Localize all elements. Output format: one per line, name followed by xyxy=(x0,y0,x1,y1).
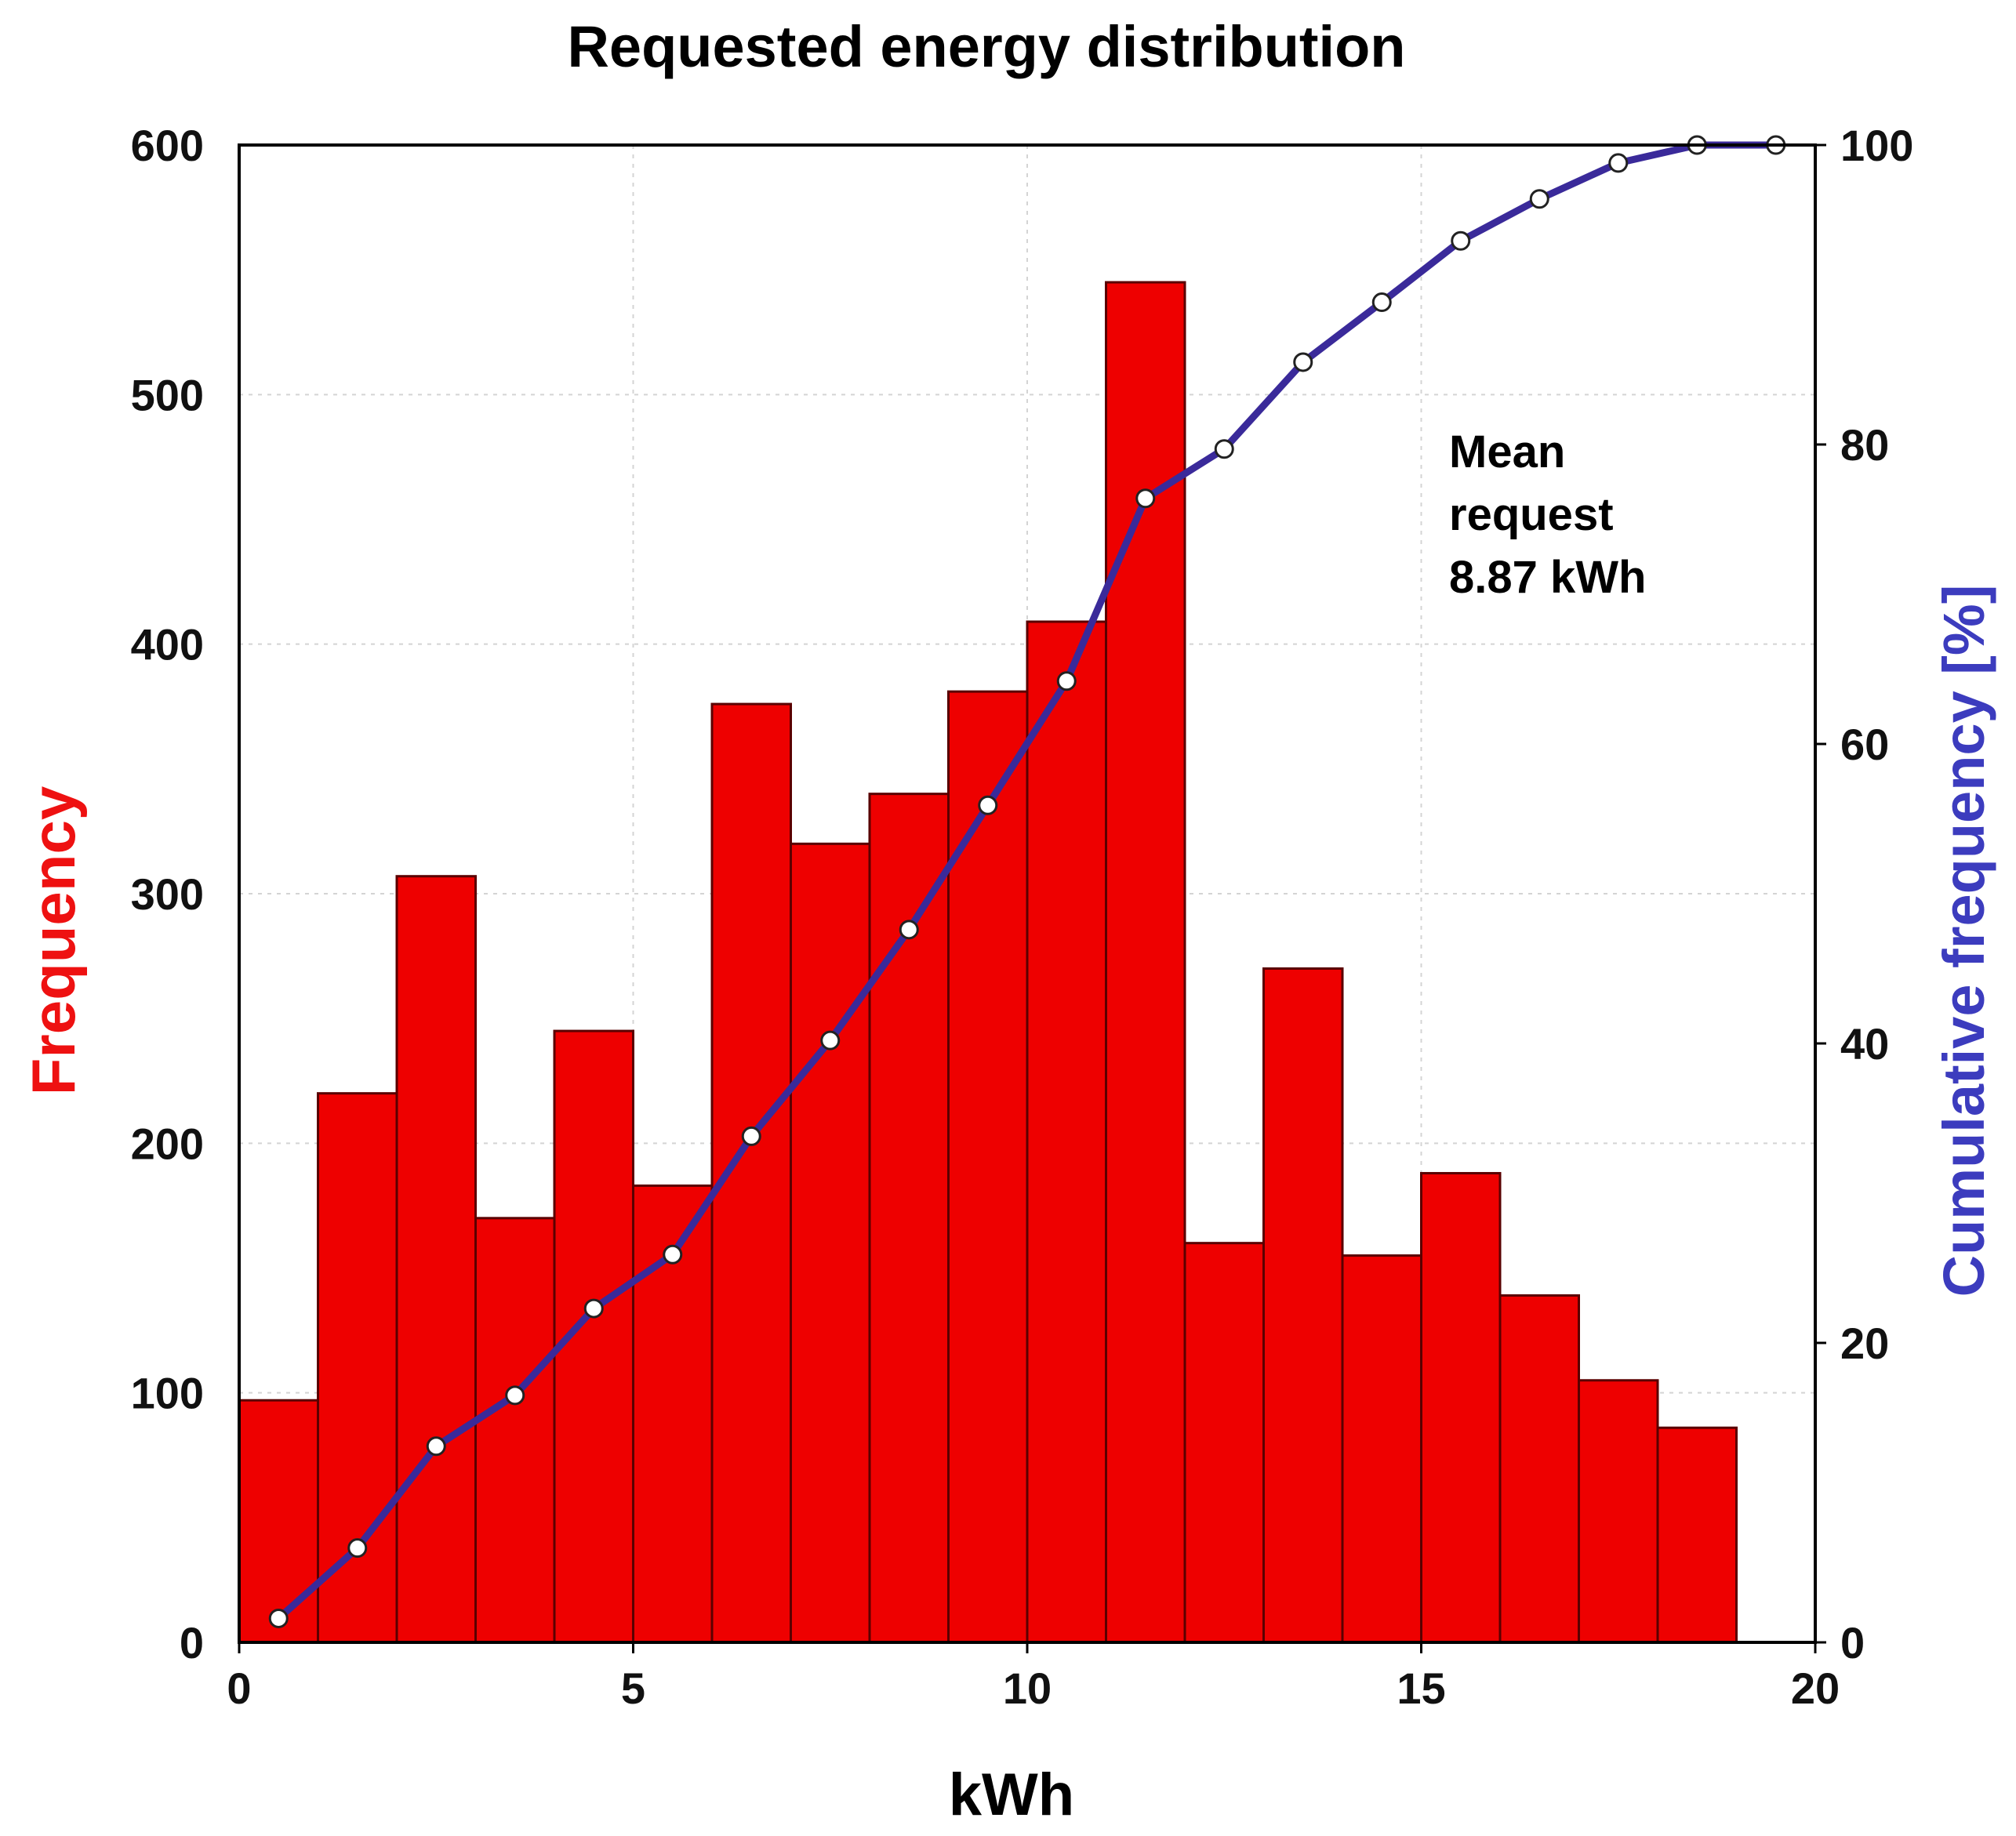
x-axis: 0 5 10 15 20 xyxy=(227,1642,1840,1713)
bar xyxy=(474,1217,556,1644)
cumulative-point xyxy=(426,1436,446,1457)
cumulative-point xyxy=(899,920,919,940)
y-axis-right: 0 20 40 60 80 100 xyxy=(1815,121,1913,1667)
x-tick-label: 15 xyxy=(1397,1664,1445,1713)
y2-tick-label: 40 xyxy=(1840,1019,1889,1069)
y-tick-label: 600 xyxy=(131,121,204,170)
x-tick-label: 20 xyxy=(1791,1664,1840,1713)
bar xyxy=(790,842,871,1644)
cumulative-point xyxy=(820,1030,841,1050)
bar xyxy=(1183,1242,1265,1644)
bar xyxy=(1656,1426,1738,1644)
x-axis-label: kWh xyxy=(949,1762,1074,1828)
bar xyxy=(238,1399,319,1644)
cumulative-point xyxy=(978,795,998,815)
mean-annotation-line-2: request xyxy=(1449,489,1614,540)
bar xyxy=(395,875,477,1644)
y-axis-label: Frequency xyxy=(19,786,88,1095)
y-tick-label: 500 xyxy=(131,370,204,419)
cumulative-point xyxy=(1135,488,1156,509)
cumulative-point xyxy=(347,1538,368,1558)
bar xyxy=(1498,1294,1580,1644)
cumulative-point xyxy=(505,1385,525,1406)
x-tick-label: 10 xyxy=(1003,1664,1052,1713)
cumulative-point xyxy=(663,1244,683,1265)
bar xyxy=(317,1092,398,1644)
y2-tick-label: 0 xyxy=(1840,1618,1865,1667)
cumulative-point xyxy=(583,1298,604,1319)
cumulative-point xyxy=(1371,292,1392,313)
y-axis-left: 0 100 200 300 400 500 600 xyxy=(131,121,204,1667)
bar xyxy=(1420,1172,1502,1644)
y2-axis-label: Cumulative frequency [%] xyxy=(1931,585,1996,1297)
y-tick-label: 400 xyxy=(131,620,204,669)
bar xyxy=(1105,281,1186,1644)
y2-tick-label: 20 xyxy=(1840,1319,1889,1368)
bar xyxy=(1341,1254,1422,1644)
y-tick-label: 300 xyxy=(131,869,204,919)
cumulative-point xyxy=(741,1126,761,1146)
y2-tick-label: 100 xyxy=(1840,121,1913,170)
cumulative-point xyxy=(1608,153,1629,173)
cumulative-point xyxy=(1293,352,1313,372)
bar xyxy=(1026,620,1107,1644)
x-tick-label: 0 xyxy=(227,1664,251,1713)
cumulative-point xyxy=(1214,439,1234,459)
cumulative-line xyxy=(274,141,1780,1622)
cumulative-point xyxy=(1056,671,1077,691)
cumulative-point xyxy=(268,1608,289,1628)
bar xyxy=(1262,967,1344,1644)
bar xyxy=(1578,1379,1659,1644)
cumulative-point xyxy=(1451,230,1471,251)
bar xyxy=(947,690,1029,1644)
mean-annotation-line-3: 8.87 kWh xyxy=(1449,552,1646,603)
mean-annotation-line-1: Mean xyxy=(1449,426,1565,477)
y-tick-label: 200 xyxy=(131,1119,204,1168)
y2-tick-label: 80 xyxy=(1840,420,1889,470)
y-tick-label: 0 xyxy=(180,1618,204,1667)
y-tick-label: 100 xyxy=(131,1369,204,1418)
y2-tick-label: 60 xyxy=(1840,720,1889,769)
x-tick-label: 5 xyxy=(621,1664,645,1713)
chart-title: Requested energy distribution xyxy=(567,14,1405,79)
cumulative-point xyxy=(1529,189,1549,209)
